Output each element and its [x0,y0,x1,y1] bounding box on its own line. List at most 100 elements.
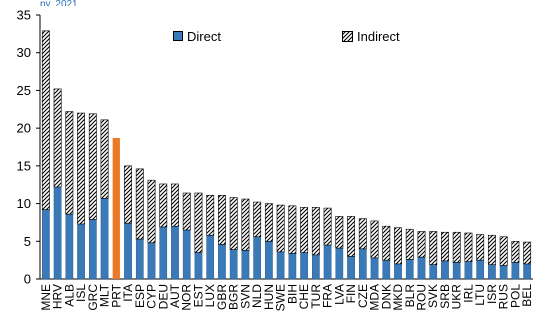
x-tick-labels: MNEHRVALBISLGRCMLTPRTITAESPCYPDEUAUTNORE… [39,283,533,311]
x-tick-label: SVN [238,284,252,309]
x-tick-label: ESP [133,284,147,308]
bar-indirect-alb [65,111,74,215]
x-tick-label: LVA [332,284,346,305]
x-tick-label: LUX [203,284,217,307]
bar-direct-pol [511,262,520,280]
bar-indirect-est [194,192,203,253]
y-tick-labels: 0 5 10 15 20 25 30 35 [17,8,40,287]
bar-indirect-lva [335,216,344,249]
x-tick-label: IRL [461,284,475,303]
bar-indirect-cze [358,218,367,250]
x-tick-label: TUR [309,284,323,309]
bar-indirect-mne [41,30,50,210]
bar-direct-che [300,252,308,280]
bar-direct-esp [135,238,144,280]
x-tick-label: CHE [297,284,311,309]
bar-indirect-rou [417,231,426,258]
bar-indirect-svk [429,231,438,265]
bar-indirect-esp [135,168,144,240]
y-tick-label: 25 [17,83,31,98]
x-tick-label: CZE [356,284,370,308]
x-tick-label: ITA [121,284,135,302]
y-tick-label: 10 [17,196,31,211]
bar-indirect-nor [182,192,191,231]
x-tick-label: ALB [62,284,76,307]
bar-indirect-che [300,207,309,253]
bar-indirect-fra [323,207,332,246]
bar-indirect-ita [124,165,132,224]
bar-indirect-grc [88,113,97,220]
x-tick-label: UKR [450,284,464,310]
bar-direct-alb [65,213,74,280]
bar-direct-svn [241,250,250,280]
x-tick-label: EST [191,283,205,307]
bar-direct-hrv [53,186,62,280]
x-tick-label: MKD [391,284,405,311]
bar-indirect-nld [253,201,262,238]
bar-direct-fra [323,244,332,280]
bar-direct-aut [171,225,179,280]
x-tick-label: BGR [227,284,241,310]
bar-direct-ita [124,222,132,280]
bar-direct-irl [464,261,473,280]
bar-direct-bih [288,253,297,280]
bar-direct-swe [276,251,285,280]
bar-direct-deu [159,226,168,280]
bar-indirect-bih [288,205,297,254]
bar-direct-ltu [476,259,485,280]
x-tick-label: MLT [98,283,112,307]
bar-indirect-hrv [53,88,62,188]
x-tick-label: SRB [438,284,452,309]
bar-indirect-pol [511,240,520,263]
legend-indirect-label: Indirect [357,28,400,44]
y-tick-label: 0 [24,272,31,287]
x-tick-label: CYP [145,284,159,309]
bar-highlight-prt [112,137,120,279]
bar-indirect-swe [276,204,285,253]
bar-direct-bel [523,263,531,280]
bar-direct-lux [206,235,215,280]
x-tick-label: BIH [285,284,299,304]
bar-indirect-irl [464,232,473,262]
bar-indirect-lux [206,194,215,236]
bar-direct-cze [358,248,367,280]
bar-indirect-isl [77,112,86,225]
x-tick-label: GRC [86,284,100,311]
bar-direct-isr [488,264,496,280]
x-tick-label: MNE [39,284,53,311]
y-tick-label: 5 [24,234,31,249]
x-tick-label: FIN [344,284,358,303]
bar-indirect-blr [405,228,414,260]
legend-direct: Direct [173,26,221,46]
x-tick-label: BEL [520,284,533,307]
bar-direct-blr [405,259,414,280]
bar-indirect-tur [311,207,320,256]
x-tick-label: NLD [250,284,264,308]
bar-indirect-mda [370,220,379,259]
x-tick-label: HUN [262,284,276,310]
bar-indirect-hun [264,203,273,242]
y-tick-label: 35 [17,8,31,23]
x-tick-label: HRV [51,284,65,309]
bar-direct-est [194,252,203,280]
bar-direct-dnk [382,259,391,280]
bar-indirect-cyp [147,179,156,244]
legend-direct-label: Direct [187,28,221,44]
clipped-source-link[interactable]: py, 2021 [40,0,78,6]
x-tick-label: AUT [168,283,182,308]
x-tick-label: ISL [74,284,88,302]
x-tick-label: ISR [485,284,499,304]
bar-indirect-rus [499,236,508,266]
x-tick-label: DNK [379,284,393,309]
bar-indirect-ukr [452,231,461,263]
bar-indirect-ltu [476,234,485,261]
bar-direct-isl [77,223,85,280]
axes [39,15,533,280]
bar-indirect-svn [241,198,250,251]
bar-indirect-fin [347,216,355,257]
bar-direct-mda [370,257,379,280]
bar-direct-rus [499,265,508,280]
bar-direct-bgr [229,249,238,280]
